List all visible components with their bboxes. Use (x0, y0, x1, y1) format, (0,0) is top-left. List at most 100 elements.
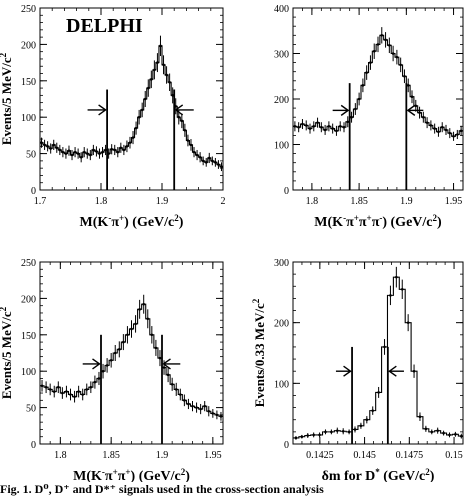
window-arrow-head (98, 104, 107, 116)
data-point (448, 433, 451, 437)
data-point (174, 388, 178, 391)
data-point (70, 153, 74, 157)
data-point (122, 340, 125, 344)
data-point (383, 345, 386, 349)
data-point (89, 153, 92, 157)
data-point (85, 388, 89, 391)
x-tick-label: 1.8 (54, 450, 67, 461)
data-point (304, 124, 308, 127)
x-tick-label: 1.8 (95, 196, 108, 207)
corner-label: DELPHI (66, 15, 143, 37)
panel-bottom-right: 0.1425 0.145 0.1475 0.15 0 100 200 300 δm for D*… (251, 258, 464, 482)
y-tick-label: 200 (274, 95, 289, 106)
y-tick-label: 0 (31, 440, 36, 451)
data-point (183, 129, 187, 132)
data-point (371, 409, 375, 412)
y-tick-label: 150 (21, 77, 36, 88)
data-point (376, 43, 380, 46)
data-point (331, 127, 334, 130)
y-axis-title: Events/5 MeV/c2 (0, 52, 14, 145)
data-point (49, 147, 52, 150)
data-point (189, 143, 193, 147)
data-point (211, 412, 215, 415)
data-point (460, 434, 463, 438)
data-point (354, 107, 357, 111)
plot-frame (39, 261, 224, 445)
y-tick-label: 50 (26, 150, 36, 161)
window-arrow-head (174, 104, 184, 116)
data-point (52, 143, 56, 147)
data-point (365, 71, 368, 74)
y-tick-label: 250 (21, 258, 36, 269)
data-point (456, 133, 459, 136)
data-point (137, 115, 141, 119)
panel-bottom-left: 1.8 1.85 1.9 1.95 0 50 100 150 200 250 M(K-π+π+) (… (0, 258, 224, 482)
data-point (64, 152, 68, 155)
y-tick-label: 100 (274, 141, 289, 152)
plot-frame (292, 261, 464, 445)
data-point (430, 430, 434, 434)
data-point (109, 358, 113, 362)
data-point (391, 52, 395, 55)
data-point (81, 393, 84, 396)
data-point (433, 127, 436, 130)
data-point (347, 430, 351, 434)
x-tick-label: 1.8 (306, 196, 319, 207)
data-point (350, 115, 353, 119)
plot-frame (292, 7, 464, 191)
x-tick-label: 0.15 (445, 450, 463, 461)
x-axis-title: M(K-π+π+) (GeV/c2) (73, 467, 190, 482)
x-tick-label: 1.85 (102, 450, 120, 461)
y-tick-label: 300 (274, 258, 289, 269)
data-point (58, 148, 62, 152)
data-point (327, 125, 331, 128)
data-point (372, 49, 376, 53)
data-point (316, 121, 319, 124)
data-point (67, 149, 71, 152)
data-point (92, 148, 95, 152)
data-point (312, 433, 315, 437)
data-point (118, 348, 121, 351)
data-point (318, 433, 321, 437)
y-tick-label: 250 (21, 4, 36, 15)
data-point (55, 146, 59, 150)
data-point (166, 373, 170, 377)
histogram-outline (293, 276, 463, 439)
x-tick-label: 1.9 (156, 196, 169, 207)
data-point (389, 294, 392, 297)
data-point (312, 125, 316, 128)
data-point (73, 395, 76, 398)
y-tick-label: 0 (284, 186, 289, 197)
data-point (301, 122, 304, 126)
data-point (153, 68, 156, 72)
data-point (388, 44, 391, 47)
y-tick-label: 100 (21, 367, 36, 378)
x-axis-title: M(K-π+π+π-) (GeV/c2) (314, 213, 442, 230)
data-point (214, 161, 217, 164)
data-point (65, 390, 68, 393)
data-point (436, 429, 439, 432)
data-point (110, 147, 113, 151)
data-point (183, 399, 186, 402)
data-point (330, 430, 333, 434)
data-point (134, 322, 137, 326)
data-point (215, 413, 219, 417)
data-point (412, 369, 416, 373)
data-point (452, 135, 455, 138)
data-point (425, 121, 429, 124)
data-point (324, 430, 327, 434)
data-point (400, 288, 404, 291)
data-point (168, 80, 171, 84)
data-point (134, 126, 138, 130)
data-point (179, 393, 182, 396)
data-point (154, 346, 158, 350)
y-tick-label: 300 (274, 50, 289, 61)
data-point (361, 84, 365, 87)
data-point (459, 129, 463, 133)
data-point (162, 63, 165, 67)
data-point (195, 406, 198, 409)
data-point (142, 302, 145, 306)
data-point (89, 385, 93, 389)
x-tick-label: 1.95 (204, 450, 222, 461)
data-point (395, 55, 399, 59)
